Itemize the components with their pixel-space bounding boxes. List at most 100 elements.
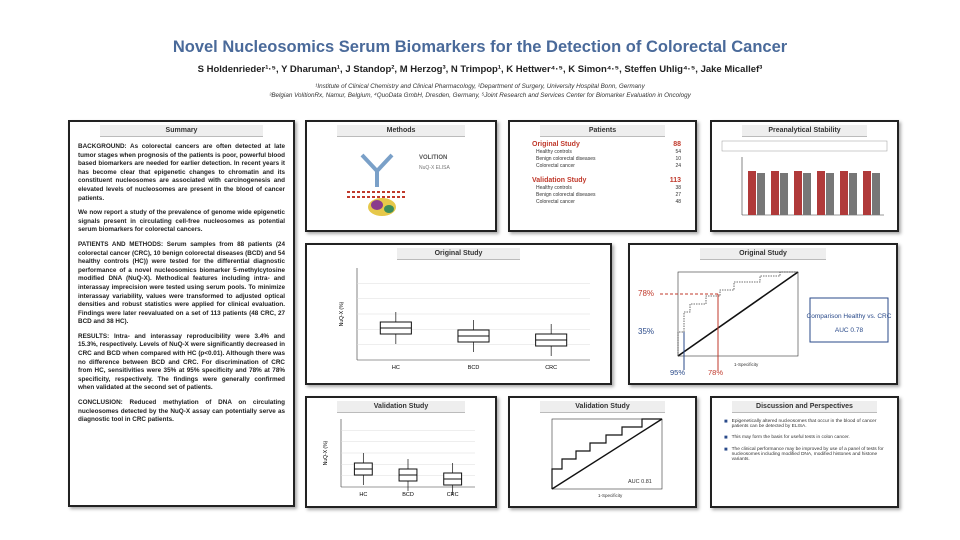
row-label: Colorectal cancer <box>536 163 575 169</box>
summary-panel: Summary BACKGROUND: As colorectal cancer… <box>68 120 295 507</box>
row-count: 48 <box>675 199 681 205</box>
x-tick-label: HC <box>392 365 400 371</box>
panel-heading: Methods <box>337 125 465 137</box>
panel-heading: Validation Study <box>540 401 665 413</box>
stability-panel: Preanalytical Stability <box>710 120 899 232</box>
y-axis-label: NuQ-X (%) <box>323 440 329 465</box>
row-count: 27 <box>675 192 681 198</box>
comparison-label: Comparison Healthy vs. CRC <box>807 313 892 320</box>
auc-label: AUC 0.78 <box>835 327 864 334</box>
boxplot: NuQ-X (%) HC BCD CRC <box>339 268 590 371</box>
paragraph: PATIENTS AND METHODS: Serum samples from… <box>78 240 285 326</box>
authors: S Holdenrieder¹·⁵, Y Dharuman¹, J Stando… <box>197 64 763 75</box>
poster-title: Novel Nucleosomics Serum Biomarkers for … <box>172 38 788 56</box>
y-axis-label: NuQ-X (%) <box>339 301 345 326</box>
bar <box>780 173 788 215</box>
reference-line <box>677 271 799 357</box>
legend-box <box>721 140 888 152</box>
row-count: 54 <box>675 149 681 155</box>
sensitivity-label: 78% <box>638 289 654 298</box>
panel-heading: Discussion and Perspectives <box>732 401 877 413</box>
specificity-label: 95% <box>670 368 685 377</box>
group-name: Validation Study <box>532 177 587 184</box>
comparison-box <box>809 297 889 343</box>
nucleosome <box>371 200 383 210</box>
bar <box>748 171 756 215</box>
bar <box>826 173 834 215</box>
x-axis-label: 1-Specificity <box>734 362 759 367</box>
antibody <box>360 153 394 187</box>
bar <box>771 171 779 215</box>
group-heading: Validation Study 113 <box>532 177 681 184</box>
bullet: ■ This may form the basis for useful test… <box>724 435 850 441</box>
bar <box>803 173 811 215</box>
bullet-text: Epigenetically altered nucleosomes that … <box>731 419 877 429</box>
group-total: 88 <box>673 141 681 148</box>
validation-roc-panel: Validation Study AUC 0.81 1-Specificity <box>508 396 697 508</box>
original-box-panel: Original Study NuQ-X (%) HC BCD CRC <box>305 243 612 385</box>
patient-row: Colorectal cancer 24 <box>536 163 681 169</box>
group-total: 113 <box>669 177 681 184</box>
specificity-label: 78% <box>708 368 723 377</box>
patient-row: Healthy controls 38 <box>536 185 681 191</box>
paragraph: We now report a study of the prevalence … <box>78 209 285 234</box>
affiliation: ¹Institute of Clinical Chemistry and Cli… <box>315 83 645 90</box>
x-tick-label: CRC <box>447 492 459 498</box>
row-count: 38 <box>675 185 681 191</box>
row-count: 10 <box>675 156 681 162</box>
bar <box>872 173 880 215</box>
paragraph: BACKGROUND: As colorectal cancers are of… <box>78 143 285 202</box>
original-roc-panel: Original Study 78% 35% 95% 78% 1-Specifi… <box>628 243 898 385</box>
brand: VOLITION <box>419 155 447 161</box>
x-axis-label: 1-Specificity <box>598 493 623 498</box>
discussion-panel: Discussion and Perspectives ■ Epigenetica… <box>710 396 899 508</box>
roc-chart: 78% 35% 95% 78% 1-Specificity Comparison… <box>638 271 892 377</box>
patients-panel: Patients Original Study 88 Healthy control… <box>508 120 697 232</box>
bar <box>817 171 825 215</box>
roc-chart: AUC 0.81 1-Specificity <box>551 418 663 498</box>
group-heading: Original Study 88 <box>532 141 681 148</box>
patient-row: Benign colorectal diseases 27 <box>536 192 681 198</box>
roc-curve <box>551 418 662 489</box>
bullet: ■ Epigenetically altered nucleosomes that… <box>724 419 887 429</box>
row-label: Healthy controls <box>536 185 572 191</box>
bar <box>794 171 802 215</box>
affiliation: ³Belgian VolitionRx, Namur, Belgium, ⁴Qu… <box>269 92 691 99</box>
patient-row: Colorectal cancer 48 <box>536 199 681 205</box>
panel-heading: Summary <box>100 125 263 137</box>
plot-frame <box>551 418 663 490</box>
methods-diagram: VOLITION NuQ-X ELISA <box>347 153 451 216</box>
bar <box>849 173 857 215</box>
bullet: ■ The clinical performance may be improve… <box>724 447 887 462</box>
panel-heading: Original Study <box>700 248 826 260</box>
row-label: Colorectal cancer <box>536 199 575 205</box>
x-tick-label: BCD <box>468 365 480 371</box>
x-tick-label: BCD <box>402 492 414 498</box>
row-count: 24 <box>675 163 681 169</box>
nucleosome <box>384 205 394 213</box>
bullet-text: This may form the basis for useful tests… <box>731 435 850 440</box>
panel-heading: Original Study <box>397 248 520 260</box>
assay: NuQ-X ELISA <box>419 165 451 171</box>
patient-row: Benign colorectal diseases 10 <box>536 156 681 162</box>
x-tick-label: HC <box>359 492 367 498</box>
methods-panel: Methods VOLITION NuQ-X ELISA <box>305 120 497 232</box>
bar <box>757 173 765 215</box>
sensitivity-label: 35% <box>638 327 654 336</box>
paragraph: RESULTS: Intra- and interassay reproduci… <box>78 332 285 392</box>
boxplot: NuQ-X (%) HC BCD CRC <box>323 419 475 498</box>
patient-row: Healthy controls 54 <box>536 149 681 155</box>
paragraph: CONCLUSION: Reduced methylation of DNA o… <box>78 399 285 424</box>
x-tick-label: CRC <box>545 365 557 371</box>
validation-box-panel: Validation Study NuQ-X (%) HC BCD CRC <box>305 396 497 508</box>
panel-heading: Validation Study <box>337 401 465 413</box>
roc-curve <box>677 271 798 356</box>
row-label: Benign colorectal diseases <box>536 192 596 198</box>
reference-line <box>551 418 663 490</box>
auc-label: AUC 0.81 <box>628 479 652 485</box>
bar <box>863 171 871 215</box>
panel-heading: Preanalytical Stability <box>742 125 867 137</box>
stability-chart <box>721 140 888 216</box>
row-label: Benign colorectal diseases <box>536 156 596 162</box>
